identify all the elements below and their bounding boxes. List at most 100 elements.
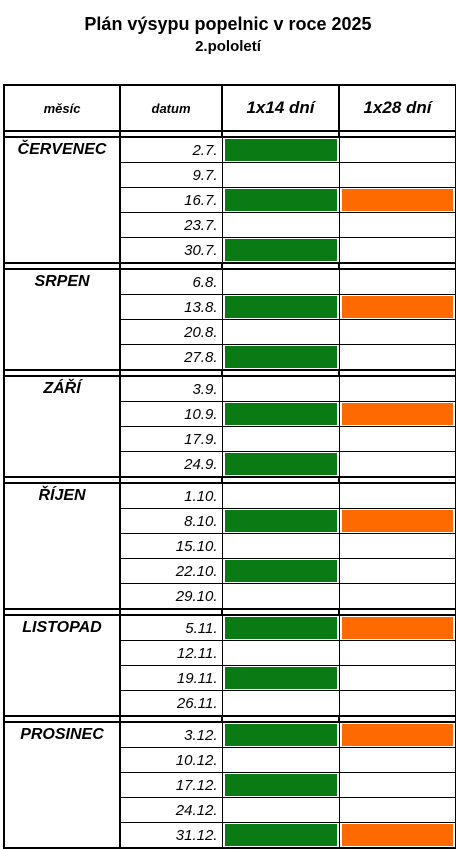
spacer-cell <box>3 263 121 269</box>
pickup-empty <box>342 642 454 664</box>
spacer-cell <box>221 609 340 615</box>
month-cell: SRPEN <box>3 268 121 371</box>
pickup-1x14-cell <box>221 558 340 584</box>
pickup-1x28-cell <box>338 747 456 773</box>
pickup-empty <box>225 214 337 236</box>
pickup-empty <box>342 239 454 261</box>
pickup-1x28-cell <box>338 294 456 320</box>
schedule-row: 9.7. <box>4 162 456 188</box>
pickup-1x28-cell <box>338 319 456 345</box>
pickup-empty <box>225 799 337 821</box>
header-date: datum <box>119 84 223 132</box>
spacer-cell <box>221 716 340 722</box>
schedule-row: 12.11. <box>4 640 456 666</box>
pickup-green-fill <box>224 724 337 746</box>
spacer-cell <box>221 263 340 269</box>
pickup-empty <box>342 271 454 293</box>
schedule-row: 23.7. <box>4 212 456 238</box>
schedule-table: měsíc datum 1x14 dní 1x28 dní ČERVENEC 2.… <box>3 84 456 849</box>
spacer-cell <box>338 716 456 722</box>
pickup-green-fill <box>224 453 337 475</box>
pickup-1x14-cell <box>221 583 340 610</box>
month-name: PROSINEC <box>20 726 104 743</box>
schedule-row: PROSINEC 3.12. <box>3 721 456 849</box>
schedule-row: 29.10. <box>4 583 456 610</box>
pickup-1x28-cell <box>338 426 456 452</box>
date-cell: 3.9. <box>120 375 223 402</box>
pickup-1x14-cell <box>221 212 340 238</box>
month-name: LISTOPAD <box>22 619 102 636</box>
page-title: Plán výsypu popelnic v roce 2025 <box>84 14 372 34</box>
pickup-1x14-cell <box>221 721 340 748</box>
spacer-cell <box>221 477 340 483</box>
schedule-row: 19.11. <box>4 665 456 691</box>
pickup-1x28-cell <box>338 508 456 534</box>
spacer-cell <box>338 263 456 269</box>
pickup-green-fill <box>224 296 337 318</box>
pickup-1x14-cell <box>221 136 340 163</box>
pickup-1x14-cell <box>221 797 340 823</box>
spacer-cell <box>3 716 121 722</box>
pickup-orange-fill <box>341 724 453 746</box>
pickup-green-fill <box>224 667 337 689</box>
schedule-row: LISTOPAD 5.11. <box>3 614 456 717</box>
pickup-empty <box>225 485 337 507</box>
pickup-orange-fill <box>341 296 453 318</box>
spacer-cell <box>119 609 223 615</box>
spacer-row <box>3 477 456 483</box>
pickup-1x14-cell <box>221 508 340 534</box>
pickup-green-fill <box>224 403 337 425</box>
date-cell: 16.7. <box>120 187 223 213</box>
spacer-row <box>3 370 456 376</box>
date-cell: 3.12. <box>120 721 223 748</box>
pickup-green-fill <box>224 239 337 261</box>
pickup-empty <box>342 346 454 368</box>
pickup-1x28-cell <box>338 212 456 238</box>
spacer-cell <box>3 477 121 483</box>
pickup-1x28-cell <box>338 822 456 849</box>
pickup-1x28-cell <box>338 375 456 402</box>
pickup-1x28-cell <box>338 136 456 163</box>
date-cell: 17.9. <box>120 426 223 452</box>
header-row: měsíc datum 1x14 dní 1x28 dní <box>3 84 456 132</box>
pickup-1x14-cell <box>221 344 340 371</box>
spacer-cell <box>3 370 121 376</box>
date-cell: 26.11. <box>120 690 223 717</box>
month-name: SRPEN <box>34 273 90 290</box>
pickup-1x14-cell <box>221 375 340 402</box>
month-cell: ŘÍJEN <box>3 482 121 610</box>
schedule-row: ZÁŘÍ 3.9. <box>3 375 456 478</box>
spacer-cell <box>119 263 223 269</box>
pickup-1x14-cell <box>221 822 340 849</box>
pickup-1x28-cell <box>338 401 456 427</box>
date-cell: 13.8. <box>120 294 223 320</box>
pickup-1x14-cell <box>221 533 340 559</box>
pickup-empty <box>342 378 454 400</box>
date-cell: 27.8. <box>120 344 223 371</box>
month-cell: PROSINEC <box>3 721 121 849</box>
pickup-empty <box>225 378 337 400</box>
schedule-row: 15.10. <box>4 533 456 559</box>
pickup-1x14-cell <box>221 237 340 264</box>
month-name: ZÁŘÍ <box>43 380 81 397</box>
spacer-cell <box>221 131 340 137</box>
date-cell: 30.7. <box>120 237 223 264</box>
spacer-cell <box>338 131 456 137</box>
date-cell: 12.11. <box>120 640 223 666</box>
spacer-row <box>3 716 456 722</box>
pickup-empty <box>342 535 454 557</box>
date-cell: 1.10. <box>120 482 223 509</box>
pickup-green-fill <box>224 617 337 639</box>
pickup-1x14-cell <box>221 426 340 452</box>
month-name: ŘÍJEN <box>38 487 86 504</box>
pickup-1x28-cell <box>338 721 456 748</box>
spacer-cell <box>119 716 223 722</box>
pickup-1x14-cell <box>221 294 340 320</box>
pickup-empty <box>225 642 337 664</box>
pickup-1x28-cell <box>338 640 456 666</box>
pickup-1x28-cell <box>338 614 456 641</box>
pickup-empty <box>342 453 454 475</box>
pickup-orange-fill <box>341 189 453 211</box>
spacer-cell <box>338 370 456 376</box>
pickup-empty <box>225 428 337 450</box>
